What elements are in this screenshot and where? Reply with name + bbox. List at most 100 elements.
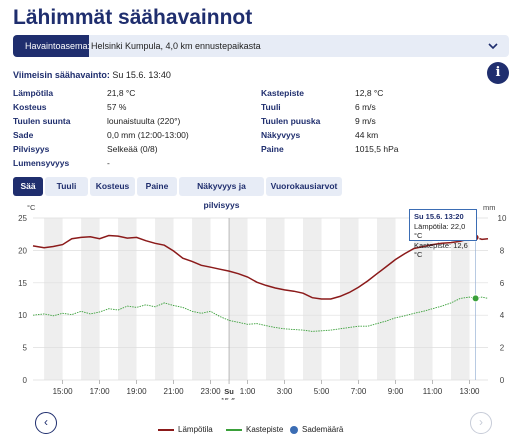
obs-value: 12,8 °C [355, 88, 384, 98]
tooltip-dewpoint: Kastepiste: 12,6 °C [414, 240, 468, 260]
legend-dot-icon [290, 425, 298, 434]
tab-tuuli[interactable]: Tuuli [45, 177, 88, 196]
info-icon[interactable]: i [487, 62, 509, 84]
obs-label: Kosteus [13, 102, 47, 112]
latest-label: Viimeisin säähavainto: [13, 70, 110, 80]
legend-label: Lämpötila [178, 425, 213, 434]
obs-gust: Tuulen puuska [261, 115, 320, 127]
y2-tick-label: 4 [500, 311, 505, 320]
obs-wind: Tuuli [261, 101, 281, 113]
hour-band [303, 218, 322, 380]
y2-tick-label: 8 [500, 246, 505, 255]
y-tick-label: 5 [23, 344, 28, 353]
hour-band [44, 218, 63, 380]
y-tick-label: 10 [18, 311, 27, 320]
tab-paine[interactable]: Paine [137, 177, 177, 196]
tab-vuorokausiarvot[interactable]: Vuorokausiarvot [266, 177, 342, 196]
y2-unit-label: mm [483, 203, 496, 212]
x-day-label: Su [224, 387, 234, 396]
hour-band [340, 218, 359, 380]
station-label: Havaintoasema: [13, 35, 90, 57]
obs-value: Selkeää (0/8) [107, 144, 158, 154]
obs-label: Lämpötila [13, 88, 54, 98]
y-tick-label: 15 [18, 279, 27, 288]
hour-band [118, 218, 137, 380]
x-tick-label: 21:00 [164, 387, 185, 396]
x-tick-label: 13:00 [459, 387, 480, 396]
y2-tick-label: 10 [498, 214, 507, 223]
station-select[interactable]: Havaintoasema: Helsinki Kumpula, 4,0 km … [13, 35, 509, 57]
tab-kosteus[interactable]: Kosteus [90, 177, 135, 196]
obs-label: Pilvisyys [13, 144, 50, 154]
legend-label: Sademäärä [302, 425, 344, 434]
legend-line-icon [158, 429, 174, 431]
next-button[interactable]: › [470, 412, 492, 434]
obs-value: 6 m/s [355, 102, 376, 112]
latest-observation: Viimeisin säähavainto: Su 15.6. 13:40 [13, 70, 171, 80]
tooltip-title: Su 15.6. 13:20 [414, 212, 464, 221]
x-tick-label: 9:00 [388, 387, 404, 396]
y2-tick-label: 0 [500, 376, 505, 385]
legend-precipitation[interactable]: Sademäärä [290, 424, 343, 436]
obs-dewpoint: Kastepiste [261, 87, 304, 99]
obs-wind-direction: Tuulen suunta [13, 115, 70, 127]
obs-value: 0,0 mm (12:00-13:00) [107, 130, 189, 140]
obs-value: 57 % [107, 102, 127, 112]
x-tick-label: 7:00 [351, 387, 367, 396]
temperature-line [32, 234, 489, 300]
chevron-down-icon [488, 43, 498, 50]
hour-band [414, 218, 433, 380]
obs-humidity: Kosteus [13, 101, 47, 113]
obs-value: lounaistuulta (220°) [107, 116, 181, 126]
x-tick-label: 17:00 [90, 387, 111, 396]
obs-value: 21,8 °C [107, 88, 136, 98]
legend-line-icon [226, 429, 242, 431]
obs-value: - [107, 158, 110, 168]
obs-snow-depth: Lumensyvyys [13, 157, 69, 169]
obs-label: Lumensyvyys [13, 158, 70, 168]
chart-legend: Lämpötila Kastepiste Sademäärä [0, 424, 521, 436]
latest-time: Su 15.6. 13:40 [112, 70, 171, 80]
legend-label: Kastepiste [246, 425, 284, 434]
hour-band [377, 218, 396, 380]
hour-band [266, 218, 285, 380]
legend-temperature[interactable]: Lämpötila [158, 424, 213, 436]
x-tick-label: 3:00 [277, 387, 293, 396]
dewpoint-marker [471, 294, 480, 303]
obs-visibility: Näkyvyys [261, 129, 300, 141]
x-tick-label: 19:00 [127, 387, 148, 396]
prev-button[interactable]: ‹ [35, 412, 57, 434]
tooltip-temperature: Lämpötila: 22,0 °C [414, 221, 466, 241]
y2-tick-label: 2 [500, 344, 505, 353]
x-tick-label: 5:00 [314, 387, 330, 396]
y-tick-label: 0 [23, 376, 28, 385]
legend-dewpoint[interactable]: Kastepiste [226, 424, 283, 436]
x-day-label: 15.6. [221, 396, 238, 400]
obs-value: 44 km [355, 130, 379, 140]
obs-label: Tuuli [261, 102, 281, 112]
obs-value: 1015,5 hPa [355, 144, 399, 154]
obs-label: Näkyvyys [261, 130, 301, 140]
obs-rain: Sade [13, 129, 33, 141]
hour-band [155, 218, 174, 380]
chart-tooltip: Su 15.6. 13:20 Lämpötila: 22,0 °C Kastep… [409, 209, 477, 259]
obs-label: Tuulen suunta [13, 116, 71, 126]
x-tick-label: 1:00 [240, 387, 256, 396]
obs-cloudiness: Pilvisyys [13, 143, 49, 155]
hour-band [451, 218, 470, 380]
obs-pressure: Paine [261, 143, 284, 155]
obs-label: Paine [261, 144, 284, 154]
tab-saa[interactable]: Sää [13, 177, 43, 196]
obs-label: Kastepiste [261, 88, 304, 98]
obs-label: Sade [13, 130, 34, 140]
chevron-left-icon: ‹ [44, 415, 48, 429]
page-title: Lähimmät säähavainnot [13, 6, 253, 29]
obs-value: 9 m/s [355, 116, 376, 126]
y-unit-label: °C [27, 203, 36, 212]
station-value: Helsinki Kumpula, 4,0 km ennustepaikasta [91, 41, 261, 51]
hour-band [192, 218, 211, 380]
obs-label: Tuulen puuska [261, 116, 321, 126]
tab-nakyvyys[interactable]: Näkyvyys ja pilvisyys [179, 177, 264, 210]
x-tick-label: 23:00 [201, 387, 222, 396]
dewpoint-line [32, 296, 489, 332]
